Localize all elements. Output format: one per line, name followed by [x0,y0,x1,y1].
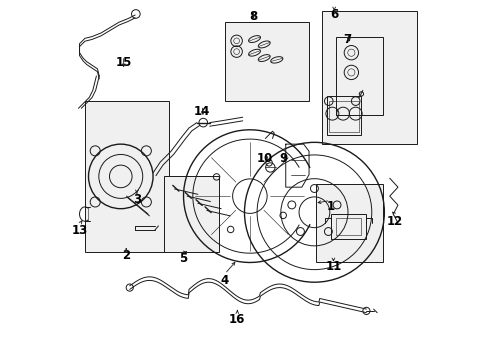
Text: 11: 11 [325,260,341,273]
Text: 16: 16 [229,313,245,327]
Bar [85,101,169,252]
Bar [328,101,359,132]
Text: 10: 10 [257,152,273,165]
Text: 5: 5 [179,252,187,265]
Bar [316,184,382,262]
Text: 12: 12 [386,215,403,228]
Text: 2: 2 [122,249,130,262]
Bar [224,22,308,101]
Text: 3: 3 [133,193,141,206]
Bar [335,218,361,234]
Text: 15: 15 [115,56,132,69]
Text: 4: 4 [220,274,228,287]
Bar [330,214,366,239]
Bar [321,12,416,144]
Text: 14: 14 [194,105,210,118]
Bar [326,96,360,135]
Text: 8: 8 [249,10,257,23]
Text: 7: 7 [343,33,351,46]
Text: 6: 6 [329,8,338,21]
Bar [335,37,382,116]
Text: 13: 13 [71,224,87,238]
Text: 1: 1 [326,201,334,213]
Text: 9: 9 [279,152,287,165]
Bar [163,176,219,252]
